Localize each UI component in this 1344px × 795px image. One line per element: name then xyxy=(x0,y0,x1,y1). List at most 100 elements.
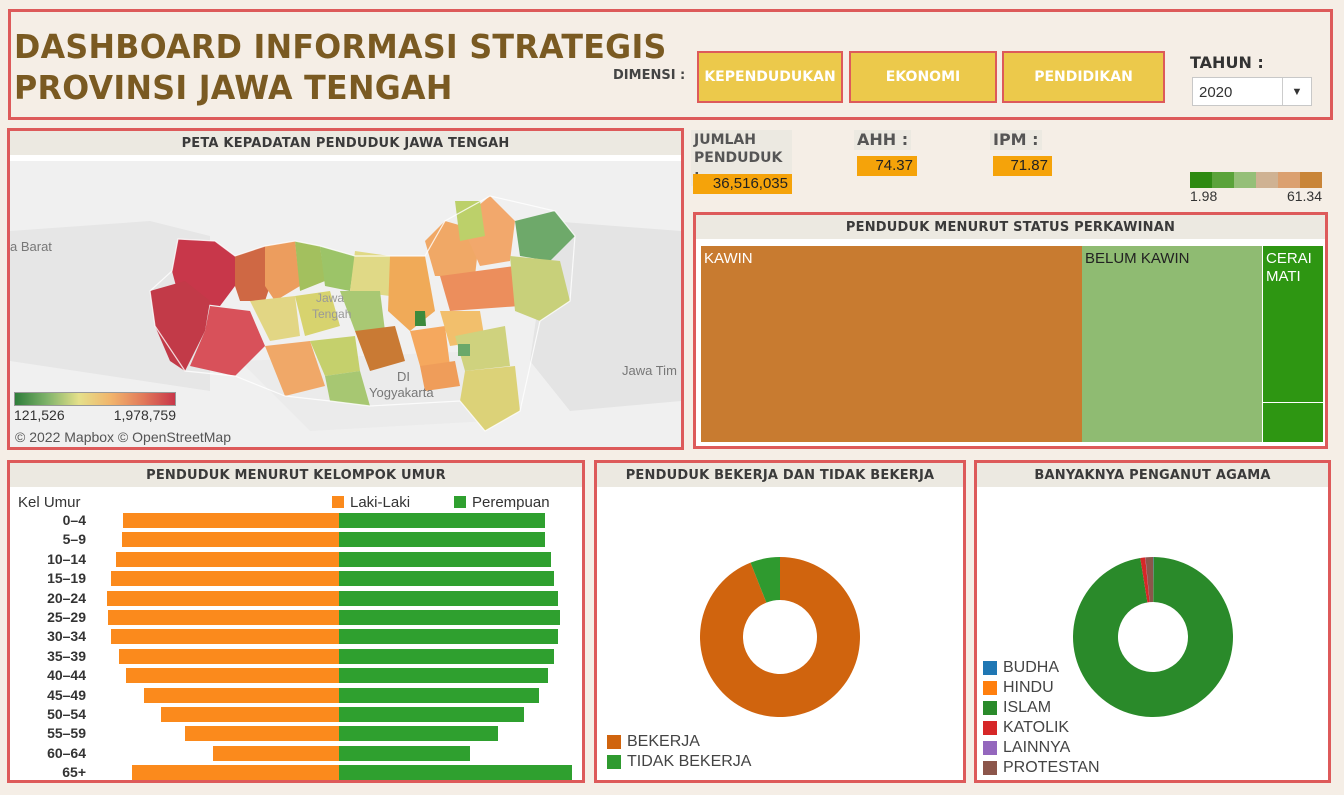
region-purworejo[interactable] xyxy=(310,336,360,376)
treemap-cerai[interactable]: CERAI MATI xyxy=(1263,246,1323,402)
employment-donut[interactable] xyxy=(597,491,963,781)
legend-item-tidak-bekerja[interactable]: TIDAK BEKERJA xyxy=(607,752,751,772)
region-salatiga[interactable] xyxy=(415,311,426,326)
region-kebumen[interactable] xyxy=(265,341,325,396)
bar-laki-laki[interactable] xyxy=(106,590,339,606)
bar-perempuan[interactable] xyxy=(339,707,524,722)
kependudukan-button[interactable]: KEPENDUDUKAN xyxy=(697,51,843,103)
religion-title: BANYAKNYA PENGANUT AGAMA xyxy=(977,463,1328,487)
bar-perempuan[interactable] xyxy=(339,629,558,645)
tahun-value: 2020 xyxy=(1199,84,1233,101)
bar-laki-laki[interactable] xyxy=(126,668,339,684)
region-banjarnegara[interactable] xyxy=(250,296,300,341)
donut-slice-hindu[interactable] xyxy=(1153,557,1154,603)
legend-item-protestan[interactable]: PROTESTAN xyxy=(983,758,1100,778)
ahh-label: AHH : xyxy=(854,130,912,150)
bar-laki-laki[interactable] xyxy=(160,707,339,722)
bar-laki-laki[interactable] xyxy=(121,532,339,548)
bar-perempuan[interactable] xyxy=(339,648,554,664)
legend-swatch xyxy=(983,661,997,675)
region-wonosobo[interactable] xyxy=(295,291,340,336)
region-kendal[interactable] xyxy=(350,251,390,296)
treemap-belum-kawin[interactable]: BELUM KAWIN xyxy=(1082,246,1262,442)
east-java-land xyxy=(530,221,681,411)
legend-item-katolik[interactable]: KATOLIK xyxy=(983,718,1100,738)
bar-laki-laki[interactable] xyxy=(123,513,339,528)
bar-laki-laki[interactable] xyxy=(118,648,339,664)
legend-item-islam[interactable]: ISLAM xyxy=(983,698,1100,718)
density-map[interactable]: a Barat Jawa Tim DI Yogyakarta Jawa Teng… xyxy=(10,161,681,447)
legend-swatch xyxy=(983,701,997,715)
bar-perempuan[interactable] xyxy=(339,590,558,606)
chevron-down-icon[interactable]: ▼ xyxy=(1282,78,1311,105)
treemap-kawin[interactable]: KAWIN xyxy=(701,246,1082,442)
region-banyumas[interactable] xyxy=(190,306,265,376)
tahun-dropdown[interactable]: 2020 ▼ xyxy=(1192,77,1312,106)
bar-laki-laki[interactable] xyxy=(111,571,339,587)
region-pemalang[interactable] xyxy=(265,241,300,301)
legend-label: PROTESTAN xyxy=(1003,759,1100,776)
donut-slice-islam[interactable] xyxy=(1073,557,1233,717)
bar-laki-laki[interactable] xyxy=(108,610,339,625)
region-blora[interactable] xyxy=(510,256,570,321)
bar-laki-laki[interactable] xyxy=(111,629,339,645)
donut-slice-protestan[interactable] xyxy=(1145,557,1153,603)
region-batang[interactable] xyxy=(320,246,355,291)
donut-slice-budha[interactable] xyxy=(1153,557,1154,603)
dimensi-label: DIMENSI : xyxy=(613,68,686,83)
bar-perempuan[interactable] xyxy=(339,551,551,567)
region-grobogan[interactable] xyxy=(440,266,520,311)
bar-laki-laki[interactable] xyxy=(144,687,339,703)
region-surakarta[interactable] xyxy=(458,344,470,356)
legend-item-hindu[interactable]: HINDU xyxy=(983,678,1100,698)
pendidikan-button[interactable]: PENDIDIKAN xyxy=(1002,51,1165,103)
age-tick-label: 10–14 xyxy=(47,550,86,567)
bar-perempuan[interactable] xyxy=(339,571,554,587)
region-cilacap[interactable] xyxy=(150,281,210,371)
donut-slice-tidak-bekerja[interactable] xyxy=(750,557,780,603)
ekonomi-button[interactable]: EKONOMI xyxy=(849,51,997,103)
bar-perempuan[interactable] xyxy=(339,610,560,625)
bar-laki-laki[interactable] xyxy=(213,745,339,761)
region-wonogiri-w[interactable] xyxy=(325,371,370,406)
region-magelang[interactable] xyxy=(355,326,405,371)
region-rembang[interactable] xyxy=(515,211,575,261)
bar-perempuan[interactable] xyxy=(339,513,545,528)
region-boyolali[interactable] xyxy=(410,326,450,366)
map-panel: PETA KEPADATAN PENDUDUK JAWA TENGAH xyxy=(7,128,684,450)
bar-laki-laki[interactable] xyxy=(184,726,339,742)
region-semarang[interactable] xyxy=(388,256,435,331)
region-wonogiri[interactable] xyxy=(460,366,520,431)
legend-swatch xyxy=(607,755,621,769)
map-label-jawa-timur: Jawa Tim xyxy=(622,363,677,378)
bar-perempuan[interactable] xyxy=(339,668,548,684)
treemap-label-belum-kawin: BELUM KAWIN xyxy=(1085,250,1190,267)
region-temanggung[interactable] xyxy=(340,291,385,331)
age-pyramid-chart: Kel Umur Laki-Laki Perempuan 0–4 5–9 10–14… xyxy=(10,491,582,781)
legend-swatch-male xyxy=(332,496,344,508)
bar-perempuan[interactable] xyxy=(339,687,539,703)
donut-slice-bekerja[interactable] xyxy=(700,557,860,717)
region-klaten[interactable] xyxy=(420,361,460,391)
treemap-color-legend: 1.98 61.34 xyxy=(1190,172,1322,204)
map-label-jawa: Jawa xyxy=(316,291,345,305)
employment-title: PENDUDUK BEKERJA DAN TIDAK BEKERJA xyxy=(597,463,963,487)
map-title: PETA KEPADATAN PENDUDUK JAWA TENGAH xyxy=(10,131,681,155)
legend-item-bekerja[interactable]: BEKERJA xyxy=(607,732,751,752)
bar-laki-laki[interactable] xyxy=(132,765,339,781)
legend-item-budha[interactable]: BUDHA xyxy=(983,658,1100,678)
employment-panel: PENDUDUK BEKERJA DAN TIDAK BEKERJA BEKER… xyxy=(594,460,966,783)
religion-donut[interactable] xyxy=(977,491,1328,781)
donut-slice-katolik[interactable] xyxy=(1140,557,1150,603)
donut-slice-lainnya[interactable] xyxy=(1145,557,1150,603)
bar-perempuan[interactable] xyxy=(339,765,572,781)
region-karanganyar[interactable] xyxy=(455,326,510,371)
bar-perempuan[interactable] xyxy=(339,726,498,742)
bar-perempuan[interactable] xyxy=(339,532,545,548)
legend-item-lainnya[interactable]: LAINNYA xyxy=(983,738,1100,758)
treemap-mati[interactable] xyxy=(1263,403,1323,442)
bar-perempuan[interactable] xyxy=(339,745,470,761)
region-pekalongan[interactable] xyxy=(295,241,325,291)
age-title: PENDUDUK MENURUT KELOMPOK UMUR xyxy=(10,463,582,487)
bar-laki-laki[interactable] xyxy=(115,551,339,567)
